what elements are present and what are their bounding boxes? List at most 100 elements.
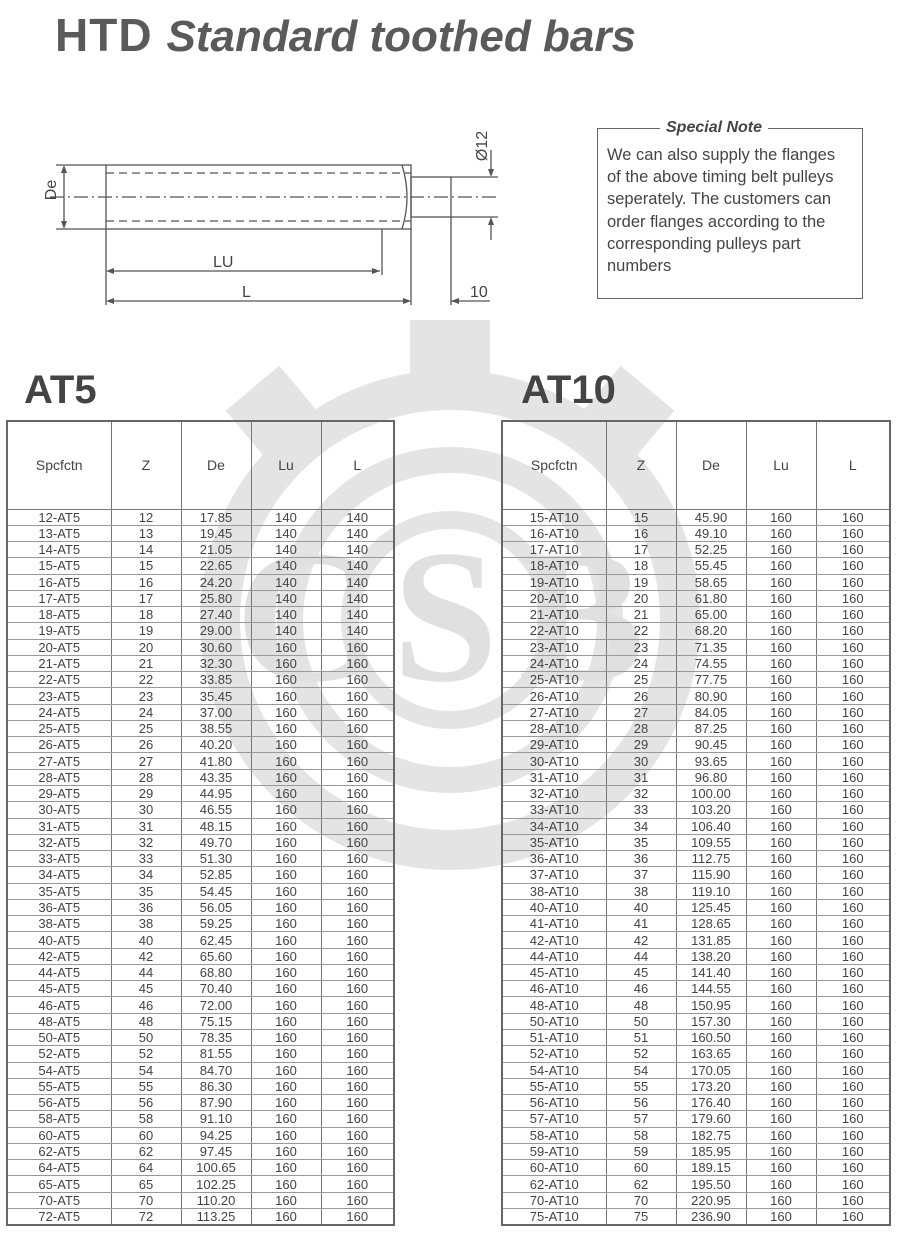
table-row: 34-AT10 34 106.40 160 160 — [501, 818, 891, 835]
table-cell: 140 — [320, 590, 395, 608]
table-cell: 28 — [605, 720, 677, 738]
table-row: 70-AT10 70 220.95 160 160 — [501, 1192, 891, 1209]
table-cell: 160 — [745, 1062, 817, 1079]
table-cell: 70.40 — [180, 980, 252, 998]
table-cell: 70 — [605, 1192, 677, 1209]
table-cell: 102.25 — [180, 1175, 252, 1193]
table-row: 26-AT10 26 80.90 160 160 — [501, 687, 891, 705]
table-cell: 160 — [250, 655, 322, 673]
table-cell: 160 — [320, 1013, 395, 1031]
column-header: Spcfctn — [6, 420, 112, 510]
table-cell: 30.60 — [180, 639, 252, 656]
table-cell: 140 — [320, 525, 395, 543]
table-cell: 160 — [815, 1208, 891, 1226]
table-cell: 160 — [745, 1094, 817, 1112]
table-cell: 56 — [110, 1094, 182, 1112]
table-cell: 96.80 — [675, 769, 747, 787]
table-cell: 50-AT5 — [6, 1029, 112, 1047]
table-cell: 160 — [320, 1175, 395, 1193]
table-cell: 21-AT10 — [501, 606, 607, 624]
table-cell: 160 — [815, 1045, 891, 1063]
table-cell: 60 — [110, 1127, 182, 1144]
table-cell: 160 — [320, 752, 395, 770]
table-cell: 16-AT10 — [501, 525, 607, 543]
table-cell: 160 — [815, 1029, 891, 1047]
table-cell: 160 — [745, 980, 817, 998]
table-cell: 131.85 — [675, 931, 747, 949]
table-cell: 33-AT10 — [501, 801, 607, 819]
table-cell: 160 — [815, 752, 891, 770]
table-cell: 55-AT10 — [501, 1078, 607, 1096]
table-cell: 160 — [250, 687, 322, 705]
table-cell: 128.65 — [675, 915, 747, 933]
table-cell: 23 — [110, 687, 182, 705]
table-row: 20-AT5 20 30.60 160 160 — [6, 639, 395, 656]
table-cell: 54-AT5 — [6, 1062, 112, 1079]
table-cell: 78.35 — [180, 1029, 252, 1047]
table-cell: 16 — [110, 574, 182, 591]
table-cell: 65 — [110, 1175, 182, 1193]
table-cell: 141.40 — [675, 964, 747, 982]
table-cell: 160 — [320, 655, 395, 673]
table-row: 58-AT10 58 182.75 160 160 — [501, 1127, 891, 1144]
table-cell: 35-AT10 — [501, 834, 607, 852]
table-cell: 32-AT5 — [6, 834, 112, 852]
table-cell: 36 — [110, 899, 182, 917]
table-cell: 55.45 — [675, 557, 747, 575]
table-cell: 160 — [815, 655, 891, 673]
table-row: 70-AT5 70 110.20 160 160 — [6, 1192, 395, 1209]
table-cell: 58-AT10 — [501, 1127, 607, 1144]
table-cell: 48.15 — [180, 818, 252, 835]
table-cell: 160 — [745, 931, 817, 949]
table-cell: 160 — [250, 1078, 322, 1096]
column-header: Lu — [745, 420, 817, 510]
table-row: 38-AT5 38 59.25 160 160 — [6, 915, 395, 933]
table-cell: 60 — [605, 1159, 677, 1177]
table-cell: 140 — [320, 541, 395, 559]
table-cell: 160 — [745, 818, 817, 835]
table-cell: 32 — [110, 834, 182, 852]
table-row: 24-AT10 24 74.55 160 160 — [501, 655, 891, 673]
table-cell: 77.75 — [675, 671, 747, 689]
table-cell: 140 — [250, 606, 322, 624]
toothed-bar-drawing: De LU L Ø12 10 — [43, 131, 500, 305]
table-cell: 52.25 — [675, 541, 747, 559]
table-cell: 160 — [815, 557, 891, 575]
table-cell: 160 — [745, 557, 817, 575]
table-cell: 49.70 — [180, 834, 252, 852]
table-cell: 35 — [110, 883, 182, 900]
table-row: 44-AT5 44 68.80 160 160 — [6, 964, 395, 982]
table-cell: 49.10 — [675, 525, 747, 543]
table-cell: 23 — [605, 639, 677, 656]
column-header: Z — [605, 420, 677, 510]
table-cell: 106.40 — [675, 818, 747, 835]
table-cell: 19.45 — [180, 525, 252, 543]
table-row: 42-AT10 42 131.85 160 160 — [501, 931, 891, 949]
table-cell: 22 — [605, 622, 677, 640]
table-cell: 24.20 — [180, 574, 252, 591]
table-cell: 60-AT10 — [501, 1159, 607, 1177]
table-cell: 59.25 — [180, 915, 252, 933]
table-cell: 29-AT5 — [6, 785, 112, 803]
table-cell: 140 — [250, 557, 322, 575]
table-cell: 54-AT10 — [501, 1062, 607, 1079]
table-cell: 31-AT5 — [6, 818, 112, 835]
table-cell: 20-AT5 — [6, 639, 112, 656]
table-cell: 46-AT10 — [501, 980, 607, 998]
table-cell: 160 — [320, 1208, 395, 1226]
table-cell: 72-AT5 — [6, 1208, 112, 1226]
table-cell: 36-AT5 — [6, 899, 112, 917]
table-cell: 44-AT5 — [6, 964, 112, 982]
table-row: 51-AT10 51 160.50 160 160 — [501, 1029, 891, 1047]
table-cell: 160 — [250, 850, 322, 868]
table-cell: 35 — [605, 834, 677, 852]
table-row: 62-AT5 62 97.45 160 160 — [6, 1143, 395, 1161]
table-row: 58-AT5 58 91.10 160 160 — [6, 1110, 395, 1128]
table-cell: 160 — [250, 1029, 322, 1047]
table-cell: 35-AT5 — [6, 883, 112, 900]
table-cell: 18-AT5 — [6, 606, 112, 624]
table-row: 24-AT5 24 37.00 160 160 — [6, 704, 395, 721]
table-cell: 30-AT5 — [6, 801, 112, 819]
table-cell: 40-AT5 — [6, 931, 112, 949]
table-cell: 52-AT10 — [501, 1045, 607, 1063]
